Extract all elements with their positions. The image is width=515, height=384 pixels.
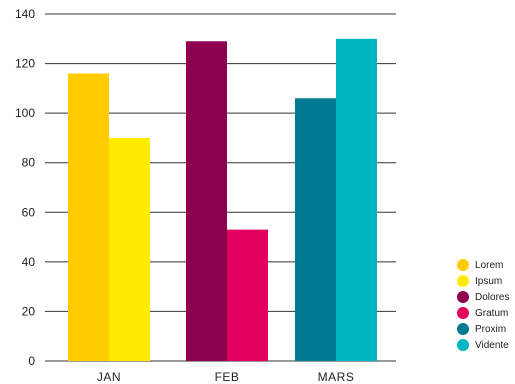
bar-dolores [186, 41, 227, 362]
legend-swatch [457, 259, 469, 271]
legend-label: Gratum [475, 307, 509, 319]
legend-label: Dolores [475, 291, 510, 303]
legend-swatch [457, 339, 469, 351]
legend-item: Lorem [457, 257, 509, 273]
legend-swatch [457, 307, 469, 319]
x-tick-label: FEB [215, 370, 240, 384]
y-tick-label: 80 [22, 156, 36, 170]
bar-gratum [227, 229, 268, 361]
y-tick-label: 40 [22, 255, 36, 269]
legend-item: Vidente [457, 337, 509, 353]
y-tick-label: 120 [15, 57, 35, 71]
legend-label: Proxim [475, 323, 507, 335]
legend-item: Dolores [457, 289, 509, 305]
legend-item: Proxim [457, 321, 509, 337]
y-tick-label: 100 [15, 106, 35, 120]
x-tick-label: JAN [97, 370, 121, 384]
x-tick-label: MARS [318, 370, 355, 384]
legend-swatch [457, 291, 469, 303]
bar-ipsum [109, 137, 150, 361]
y-tick-label: 0 [28, 354, 35, 368]
legend-swatch [457, 275, 469, 287]
legend: Lorem Ipsum Dolores Gratum Proxim Vidente [457, 257, 509, 353]
legend-label: Lorem [475, 259, 504, 271]
legend-label: Ipsum [475, 275, 503, 287]
legend-swatch [457, 323, 469, 335]
bar-proxim [295, 98, 336, 362]
legend-item: Ipsum [457, 273, 509, 289]
x-axis-ticks: JAN FEB MARS [97, 370, 354, 384]
y-tick-label: 60 [22, 205, 36, 219]
y-tick-label: 20 [22, 304, 36, 318]
y-tick-label: 140 [15, 7, 35, 21]
bar-vidente [336, 38, 377, 362]
legend-item: Gratum [457, 305, 509, 321]
bars [68, 38, 377, 362]
y-axis-ticks: 0 20 40 60 80 100 120 140 [15, 7, 35, 368]
bar-lorem [68, 73, 109, 361]
legend-label: Vidente [475, 339, 509, 351]
